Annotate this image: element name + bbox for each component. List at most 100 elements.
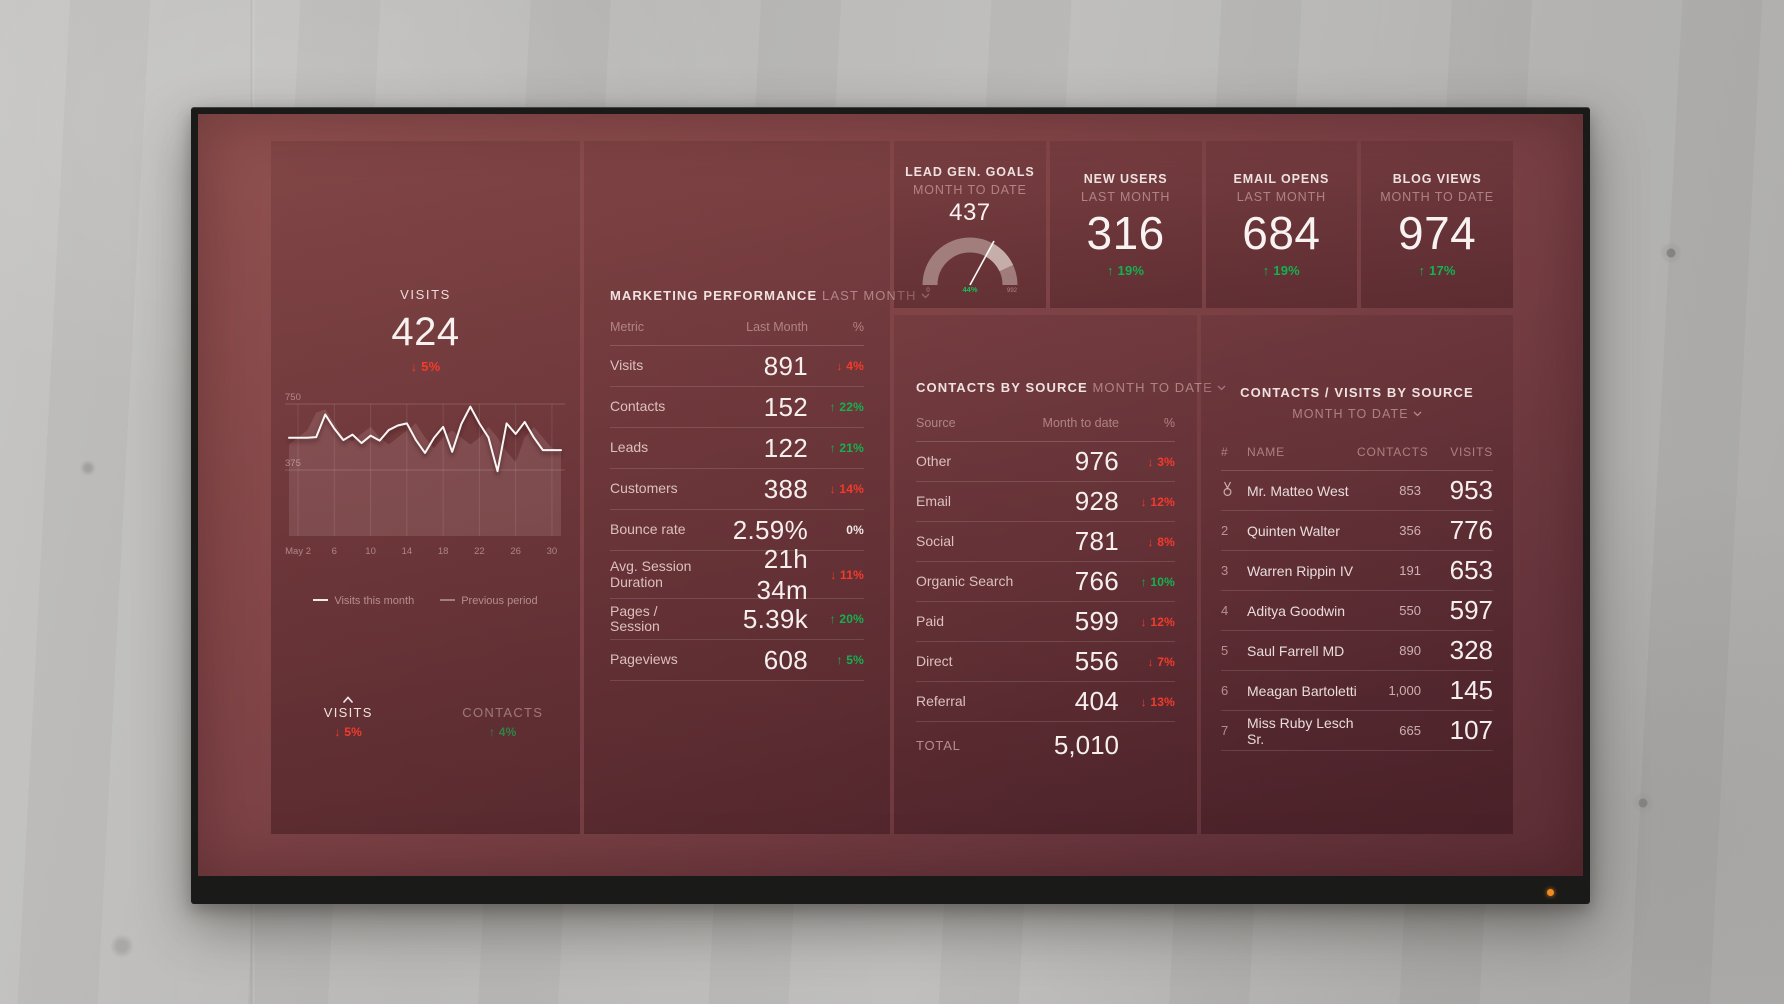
tv-frame: VISITS 424 ↓ 5% 750375May 26101418222630… [191,107,1590,904]
metric-label: Visits [610,357,644,374]
person-name: Mr. Matteo West [1247,482,1349,499]
contacts-value: 550 [1399,603,1421,618]
dashboard-screen: VISITS 424 ↓ 5% 750375May 26101418222630… [198,114,1583,876]
tab-label: CONTACTS [462,705,544,720]
total-value: 5,010 [1053,729,1119,760]
table-row: Other 976 ↓ 3% [916,442,1175,482]
visits-delta: ↓ 5% [410,359,441,374]
panel-title: CONTACTS BY SOURCE [916,380,1088,395]
metric-delta: ↓ 11% [830,567,864,582]
source-value: 766 [1074,566,1119,596]
table-row: Direct 556 ↓ 7% [916,642,1175,682]
tab-delta: ↑ 4% [489,725,517,739]
column-header-percent: % [1163,416,1175,430]
table-row: Pageviews 608 ↑ 5% [610,640,864,681]
source-delta: ↓ 7% [1147,654,1175,669]
rank: 3 [1221,563,1229,578]
source-value: 781 [1074,526,1119,556]
svg-text:6: 6 [331,546,336,557]
visits-value: 653 [1449,555,1493,585]
chart-legend: Visits this month Previous period [271,595,580,607]
period-label: MONTH TO DATE [1092,380,1213,395]
column-header-percent: % [852,320,864,334]
visits-value: 597 [1449,595,1493,625]
metric-delta: ↑ 21% [829,441,864,455]
kpi-delta: ↑ 17% [1418,263,1456,279]
source-delta: ↓ 3% [1147,454,1175,469]
chevron-down-icon [921,287,930,302]
svg-text:44%: 44% [962,285,977,293]
panel-title: MARKETING PERFORMANCE [610,288,818,303]
marketing-header: MARKETING PERFORMANCE LAST MONTH [610,287,930,303]
contacts-by-source-panel: CONTACTS BY SOURCE MONTH TO DATE Source … [894,315,1226,834]
period-selector[interactable]: MONTH TO DATE [1092,379,1226,395]
source-label: Email [916,492,952,509]
table-row: Avg. Session Duration 21h 34m ↓ 11% [610,544,864,605]
svg-text:10: 10 [365,546,376,557]
person-name: Warren Rippin IV [1247,562,1354,579]
period-label: MONTH TO DATE [1292,407,1409,421]
svg-text:0: 0 [926,288,930,293]
total-label: TOTAL [916,737,961,753]
metric-label: Pages / Session [610,602,660,634]
contacts-value: 356 [1399,523,1421,538]
period-label: LAST MONTH [821,288,917,303]
table-row: Email 928 ↓ 12% [916,482,1175,522]
first-place-medal-icon [1221,481,1247,500]
source-label: Other [916,452,952,469]
svg-text:14: 14 [401,546,412,557]
tab-contacts[interactable]: CONTACTS ↑ 4% [426,691,581,739]
table-row: Referral 404 ↓ 13% [916,682,1175,722]
column-header-source: Source [916,416,956,430]
kpi-card-row: LEAD GEN. GOALS MONTH TO DATE 437 0 44% … [894,141,1513,308]
metric-value: 21h 34m [756,543,808,605]
goal-gauge: 0 44% 992 [922,237,1018,293]
total-row: TOTAL 5,010 [916,722,1175,768]
metric-value: 122 [763,432,808,463]
rank: 5 [1221,643,1229,658]
svg-text:30: 30 [546,546,557,557]
metric-label: Contacts [610,398,666,415]
kpi-delta: ↑ 19% [1262,263,1300,279]
contacts-header: CONTACTS BY SOURCE MONTH TO DATE [916,379,1226,395]
visits-value: 776 [1449,515,1493,545]
kpi-value: 437 [949,199,991,226]
table-header: Source Month to date % [916,416,1175,442]
svg-text:26: 26 [510,546,521,557]
chevron-down-icon [1217,379,1226,394]
table-row: Mr. Matteo West 853 953 [1221,471,1493,511]
metric-tabs: VISITS ↓ 5% CONTACTS ↑ 4% [271,691,580,739]
kpi-delta: ↑ 19% [1107,263,1145,279]
metric-delta: ↑ 22% [829,400,864,414]
rank: 4 [1221,603,1229,618]
metric-delta: ↓ 14% [829,482,864,496]
visits-chart: 750 375 May 2 6 10 14 18 22 26 30 [281,388,570,569]
contacts-value: 1,000 [1388,683,1421,698]
table-row: Customers 388 ↓ 14% [610,469,864,510]
period-selector[interactable]: MONTH TO DATE [1221,406,1493,421]
metric-label: Bounce rate [610,521,686,538]
source-label: Paid [916,612,945,629]
svg-text:22: 22 [474,546,485,557]
rank: 2 [1221,523,1229,538]
kpi-value: 974 [1398,207,1477,259]
contacts-value: 665 [1399,723,1421,738]
metric-value: 388 [763,473,808,504]
visits-value: 424 [391,310,460,354]
table-row: Social 781 ↓ 8% [916,522,1175,562]
table-row: 7 Miss Ruby Lesch Sr. 665 107 [1221,711,1493,751]
table-row: Leads 122 ↑ 21% [610,428,864,469]
power-led [1547,889,1554,896]
period-selector[interactable]: LAST MONTH [822,288,930,303]
source-value: 976 [1074,446,1119,476]
tab-label: VISITS [323,705,373,720]
table-row: Organic Search 766 ↑ 10% [916,562,1175,602]
metric-delta: ↑ 20% [829,612,864,626]
leaderboard-title: CONTACTS / VISITS BY SOURCE [1240,385,1474,400]
legend-label: Previous period [461,595,538,607]
tab-visits[interactable]: VISITS ↓ 5% [271,691,426,739]
svg-text:375: 375 [285,458,301,469]
source-label: Referral [916,692,966,709]
rank: 6 [1221,683,1229,698]
source-label: Direct [916,652,953,669]
